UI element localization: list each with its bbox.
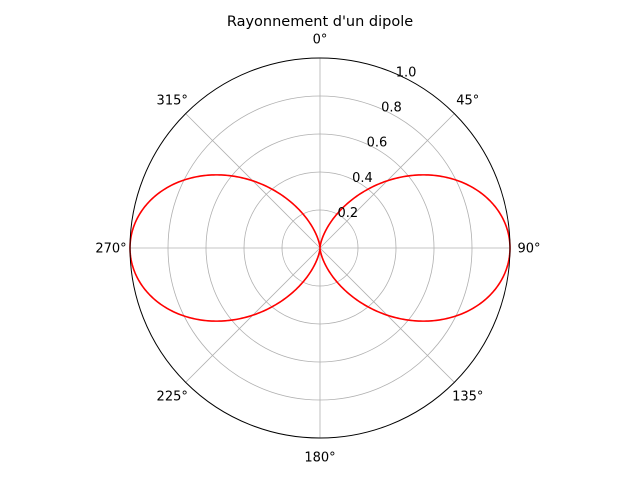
polar-frame (129, 57, 511, 439)
r-tick-label-4: 1.0 (396, 65, 417, 80)
theta-tick-label-2: 90° (517, 242, 540, 257)
chart-title: Rayonnement d'un dipole (227, 14, 413, 30)
r-tick-labels: 0.2 0.4 0.6 0.8 1.0 (338, 65, 417, 220)
r-tick-label-2: 0.6 (367, 136, 388, 151)
theta-tick-label-6: 270° (95, 242, 126, 257)
theta-tick-label-5: 225° (157, 389, 188, 404)
r-tick-label-1: 0.4 (352, 171, 373, 186)
theta-tick-label-4: 180° (304, 451, 335, 466)
r-tick-label-0: 0.2 (338, 206, 359, 221)
theta-tick-label-1: 45° (456, 94, 479, 109)
r-tick-label-3: 0.8 (381, 101, 402, 116)
theta-tick-labels: 0° 45° 90° 135° 180° 225° 270° 315° (95, 33, 540, 466)
theta-tick-label-3: 135° (452, 389, 483, 404)
theta-tick-label-0: 0° (313, 33, 328, 48)
theta-tick-label-7: 315° (157, 94, 188, 109)
series-layer (129, 174, 511, 322)
series-line-0 (129, 174, 511, 322)
